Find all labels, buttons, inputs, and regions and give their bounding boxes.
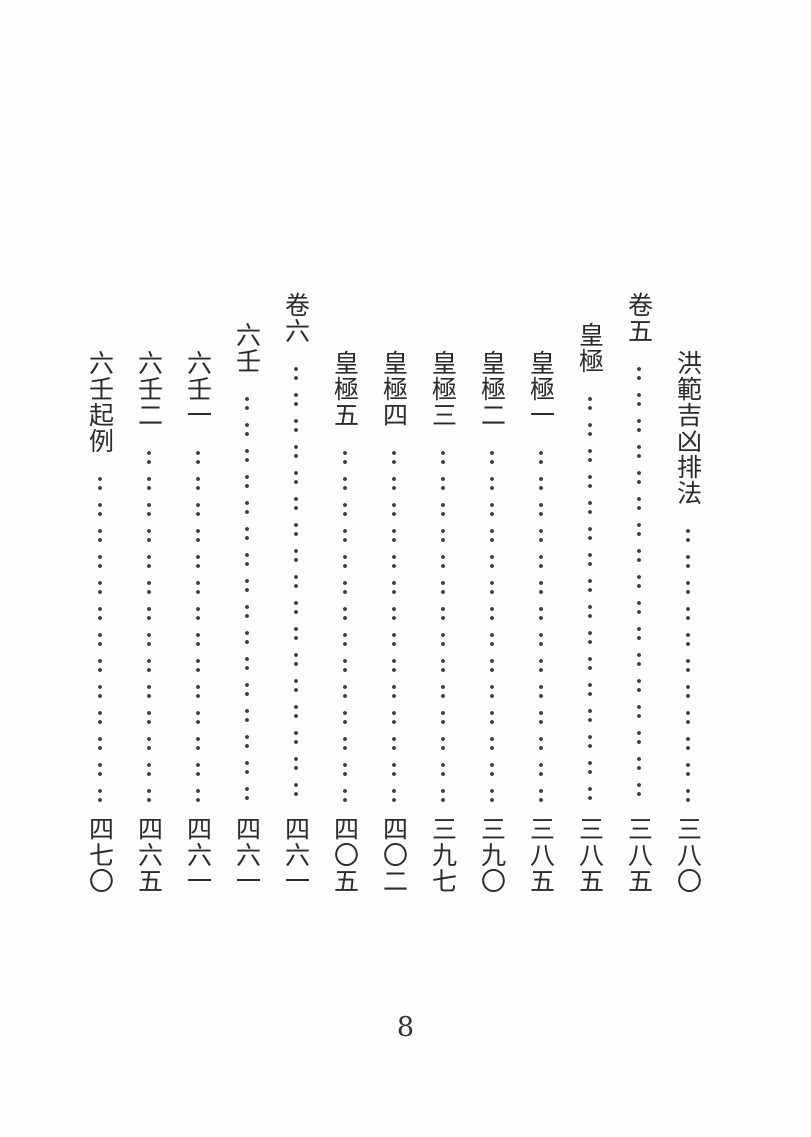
dotted-leader: [486, 440, 497, 806]
toc-entry: 六壬一 四六一: [173, 292, 222, 894]
toc-entry: 皇極三 三九七: [418, 292, 467, 894]
toc-entry-title: 皇極二: [477, 350, 507, 428]
toc-entry-page: 四〇二: [379, 816, 409, 894]
toc-entry: 卷五 三八五: [614, 292, 663, 894]
toc-entry-page: 三九〇: [477, 816, 507, 894]
toc-entry: 六壬二 四六五: [124, 292, 173, 894]
toc-entry-page: 三八五: [526, 816, 556, 894]
folio-page-number: 8: [396, 1012, 415, 1043]
toc-entry-page: 三八五: [624, 816, 654, 894]
toc-entry-page: 四六一: [281, 816, 311, 894]
dotted-leader: [535, 440, 546, 806]
toc-entry-title: 皇極五: [330, 350, 360, 428]
toc-entry-title: 卷五: [624, 292, 654, 344]
toc-entry-title: 皇極三: [428, 350, 458, 428]
toc-entry-page: 四六一: [232, 816, 262, 894]
table-of-contents: 洪範吉凶排法 三八〇 卷五 三八五 皇極 三八五 皇極一 三八五 皇極二 三九〇…: [75, 292, 712, 894]
toc-entry: 皇極 三八五: [565, 292, 614, 894]
toc-entry-page: 四六一: [183, 816, 213, 894]
dotted-leader: [339, 440, 350, 806]
toc-entry-title: 六壬: [232, 322, 262, 374]
dotted-leader: [143, 440, 154, 806]
toc-entry-title: 六壬二: [134, 350, 164, 428]
toc-entry: 六壬起例 四七〇: [75, 292, 124, 894]
toc-entry-title: 皇極四: [379, 350, 409, 428]
dotted-leader: [633, 356, 644, 806]
toc-entry-page: 四七〇: [85, 816, 115, 894]
toc-entry-title: 洪範吉凶排法: [673, 350, 703, 506]
toc-entry: 皇極四 四〇二: [369, 292, 418, 894]
toc-entry: 卷六 四六一: [271, 292, 320, 894]
dotted-leader: [437, 440, 448, 806]
dotted-leader: [290, 356, 301, 806]
toc-entry-title: 皇極: [575, 322, 605, 374]
toc-entry: 皇極二 三九〇: [467, 292, 516, 894]
toc-entry-title: 六壬起例: [85, 350, 115, 454]
dotted-leader: [192, 440, 203, 806]
toc-entry-page: 四六五: [134, 816, 164, 894]
toc-entry: 皇極一 三八五: [516, 292, 565, 894]
toc-entry: 洪範吉凶排法 三八〇: [663, 292, 712, 894]
toc-entry-title: 卷六: [281, 292, 311, 344]
toc-entry-page: 三九七: [428, 816, 458, 894]
toc-entry-title: 六壬一: [183, 350, 213, 428]
toc-entry-page: 三八五: [575, 816, 605, 894]
toc-entry: 六壬 四六一: [222, 292, 271, 894]
toc-entry: 皇極五 四〇五: [320, 292, 369, 894]
dotted-leader: [584, 386, 595, 806]
dotted-leader: [388, 440, 399, 806]
toc-entry-title: 皇極一: [526, 350, 556, 428]
dotted-leader: [682, 518, 693, 806]
toc-entry-page: 四〇五: [330, 816, 360, 894]
toc-entry-page: 三八〇: [673, 816, 703, 894]
dotted-leader: [241, 386, 252, 806]
dotted-leader: [94, 466, 105, 806]
